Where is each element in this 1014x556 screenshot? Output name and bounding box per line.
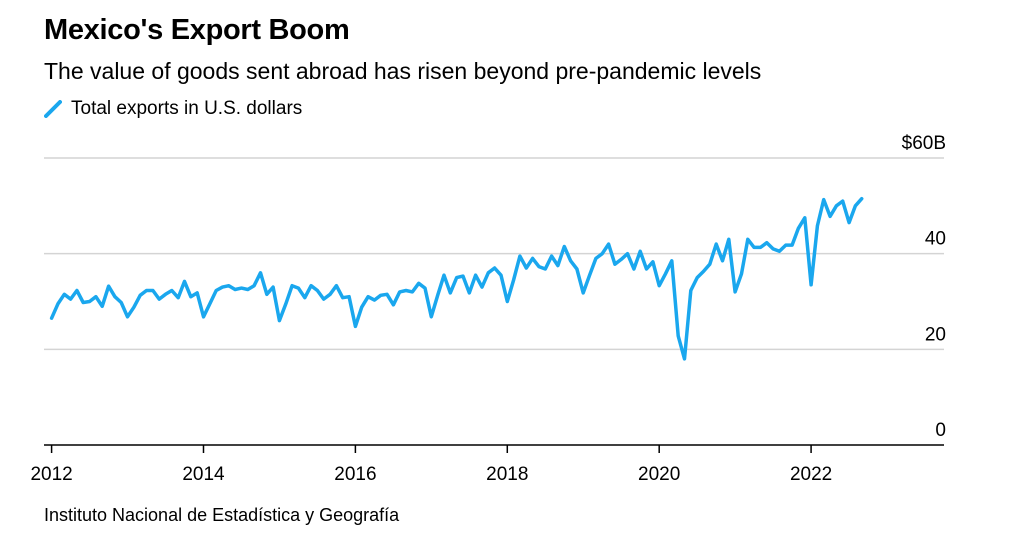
x-tick-label: 2014 [182,464,225,485]
legend-label: Total exports in U.S. dollars [71,98,303,119]
x-tick-label: 2020 [638,464,680,485]
legend: Total exports in U.S. dollars [44,98,302,120]
chart-title: Mexico's Export Boom [44,14,350,46]
y-tick-label: 20 [925,324,946,345]
y-tick-label: $60B [902,133,946,154]
x-tick-label: 2018 [486,464,528,485]
y-tick-label: 0 [935,420,946,441]
chart-subtitle: The value of goods sent abroad has risen… [44,58,762,84]
y-tick-label: 40 [925,229,946,250]
x-tick-label: 2012 [30,464,72,485]
series-line [49,196,864,361]
x-tick-label: 2016 [334,464,376,485]
source-note: Instituto Nacional de Estadística y Geog… [44,505,400,525]
x-tick-label: 2022 [790,464,832,485]
slash-line-icon [44,100,62,118]
